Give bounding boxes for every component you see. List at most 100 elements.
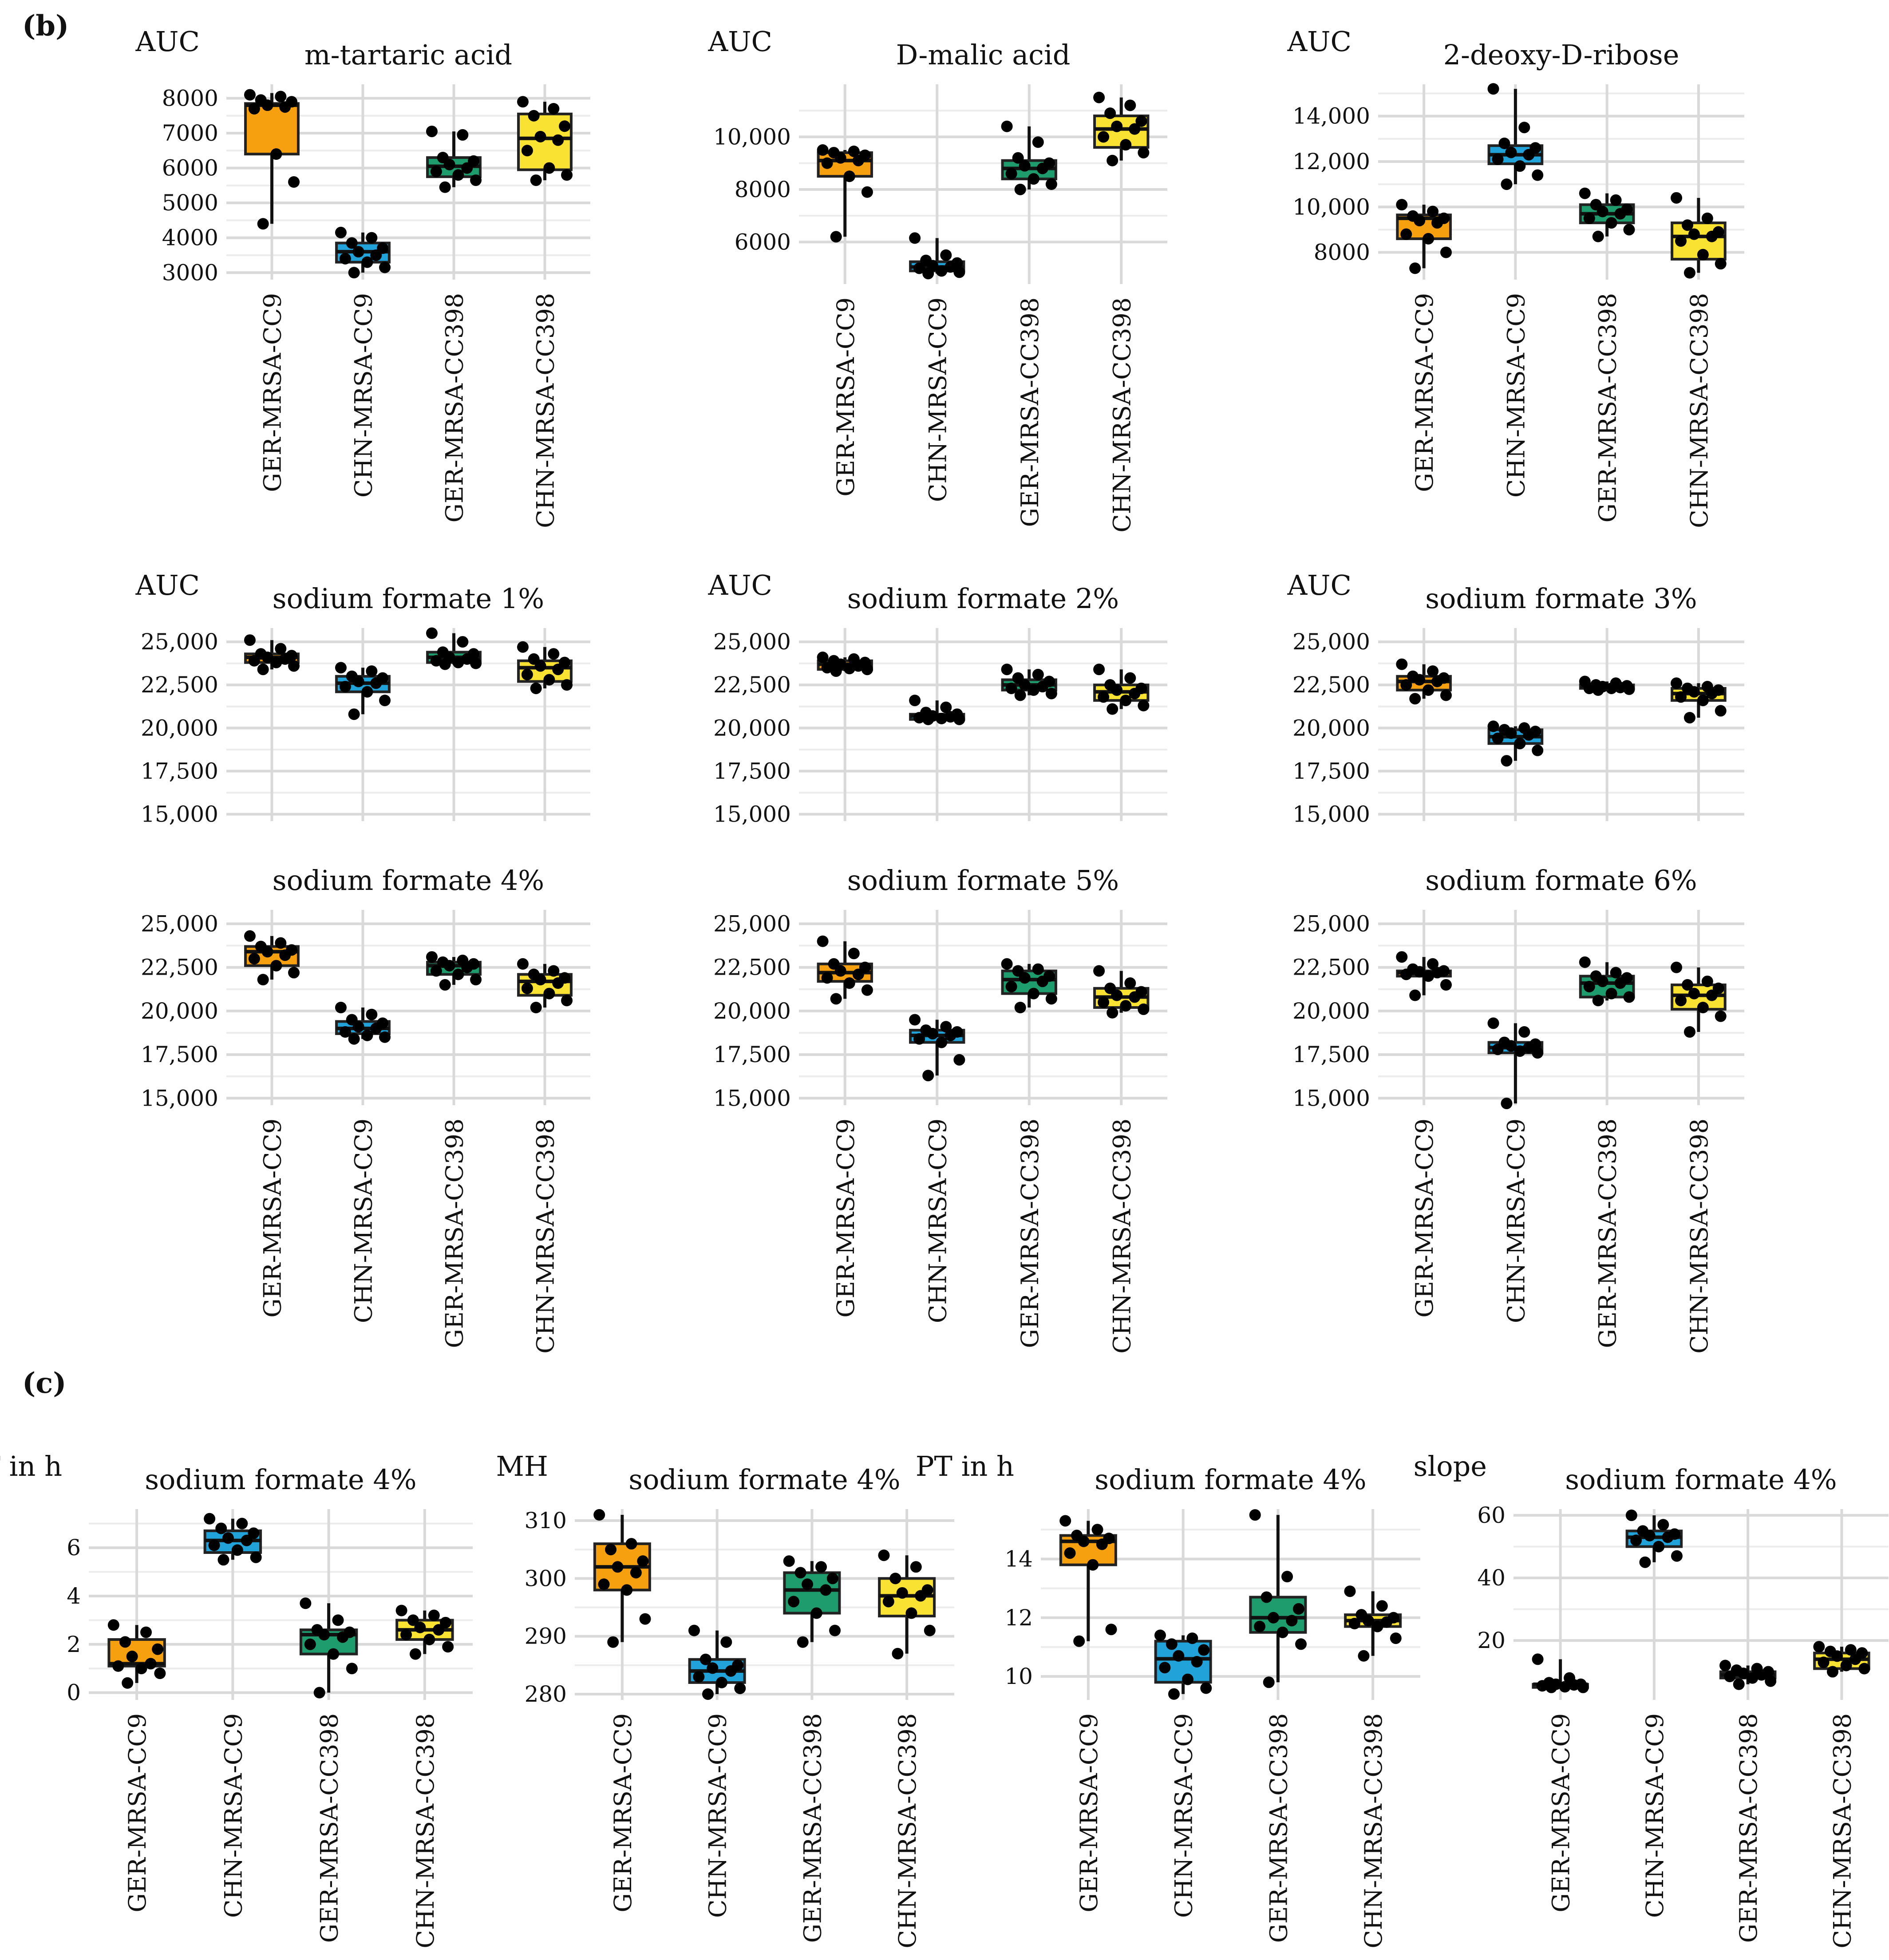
data-point [630, 1567, 642, 1579]
data-point [352, 676, 364, 688]
data-point [517, 96, 529, 108]
box-CHN-MRSA-CC398 [517, 958, 573, 1013]
data-point [336, 1631, 348, 1643]
x-tick-label: CHN-MRSA-CC398 [532, 1118, 560, 1354]
chart-8: 15,000 17,500 20,000 22,500 25,000 sodium for… [1292, 864, 1744, 1354]
data-point [909, 695, 921, 707]
data-point [1532, 744, 1544, 756]
data-point [457, 636, 469, 648]
data-point [1348, 1618, 1360, 1629]
data-point [1505, 1040, 1517, 1052]
data-point [1487, 720, 1499, 732]
y-tick-label: 12 [1004, 1605, 1033, 1631]
chart-title: sodium formate 4% [273, 864, 544, 897]
data-point [400, 1629, 412, 1641]
data-point [1845, 1644, 1857, 1656]
data-point [244, 634, 256, 646]
data-point [1400, 679, 1412, 691]
data-point [335, 662, 347, 674]
data-point [1523, 729, 1535, 741]
data-point [821, 662, 833, 674]
data-point [1733, 1678, 1745, 1690]
data-point [607, 1636, 619, 1648]
data-point [1423, 970, 1435, 982]
box-GER-MRSA-CC9 [244, 930, 300, 986]
data-point [332, 1614, 344, 1626]
data-point [1059, 1515, 1071, 1527]
data-point [1182, 1673, 1193, 1685]
data-point [605, 1544, 617, 1556]
box-GER-MRSA-CC398 [1001, 664, 1057, 701]
data-point [1518, 122, 1530, 134]
data-point [794, 1567, 806, 1579]
y-axis-label: PT in h [916, 1450, 1014, 1482]
data-point [1440, 689, 1452, 701]
y-tick-label: 8000 [1314, 240, 1370, 265]
data-point [1498, 138, 1510, 150]
data-point [439, 181, 451, 193]
box-GER-MRSA-CC9 [1532, 1653, 1589, 1693]
data-point [1684, 711, 1695, 723]
data-point [241, 1534, 253, 1546]
data-point [1487, 1017, 1499, 1029]
y-tick-label: 20,000 [713, 715, 791, 741]
data-point [1523, 149, 1535, 161]
y-tick-label: 20,000 [141, 715, 218, 741]
box-CHN-MRSA-CC9 [688, 1624, 746, 1700]
data-point [625, 1538, 637, 1550]
data-point [1120, 139, 1132, 151]
data-point [1505, 727, 1517, 739]
data-point [270, 656, 282, 668]
data-point [830, 665, 842, 677]
box-GER-MRSA-CC398 [299, 1597, 358, 1699]
y-tick-label: 25,000 [1292, 629, 1370, 655]
box-GER-MRSA-CC9 [817, 144, 873, 243]
data-point [1111, 989, 1123, 1001]
data-point [521, 145, 533, 157]
data-point [1129, 688, 1141, 699]
box-GER-MRSA-CC398 [1001, 958, 1057, 1013]
data-point [470, 174, 482, 186]
data-point [1098, 131, 1110, 143]
data-point [1091, 1524, 1103, 1536]
data-point [1765, 1675, 1777, 1687]
y-axis-label: slope [1414, 1450, 1487, 1482]
data-point [593, 1509, 605, 1521]
data-point [217, 1554, 229, 1566]
box-GER-MRSA-CC9 [593, 1509, 651, 1648]
data-point [426, 126, 438, 138]
data-point [1124, 99, 1136, 111]
y-tick-label: 6000 [735, 229, 791, 255]
data-point [944, 711, 956, 723]
box-CHN-MRSA-CC398 [1344, 1585, 1402, 1662]
chart-title: sodium formate 4% [628, 1463, 900, 1496]
data-point [639, 1613, 651, 1625]
data-point [423, 1633, 435, 1645]
data-point [843, 977, 855, 989]
panel-label-c: (c) [22, 1367, 67, 1400]
y-tick-label: 12,000 [1292, 149, 1370, 174]
data-point [361, 686, 373, 698]
data-point [1111, 684, 1123, 696]
data-point [1592, 684, 1604, 696]
y-axis-label: AUC [708, 25, 772, 58]
box-GER-MRSA-CC9 [1396, 951, 1452, 1001]
data-point [621, 1584, 633, 1596]
box-CHN-MRSA-CC9 [203, 1513, 262, 1566]
data-point [1639, 1556, 1651, 1568]
data-point [1662, 1531, 1674, 1543]
data-point [1032, 136, 1044, 148]
data-point [1358, 1650, 1370, 1662]
data-point [379, 261, 391, 273]
data-point [810, 1607, 822, 1619]
data-point [430, 965, 442, 977]
x-tick-label: GER-MRSA-CC9 [259, 1118, 287, 1318]
data-point [720, 1636, 732, 1648]
data-point [300, 1597, 312, 1609]
data-point [1096, 1538, 1108, 1550]
data-point [439, 1616, 451, 1628]
x-tick-label: CHN-MRSA-CC398 [1108, 297, 1136, 533]
data-point [530, 1002, 542, 1013]
data-point [852, 968, 864, 980]
data-point [257, 218, 269, 230]
